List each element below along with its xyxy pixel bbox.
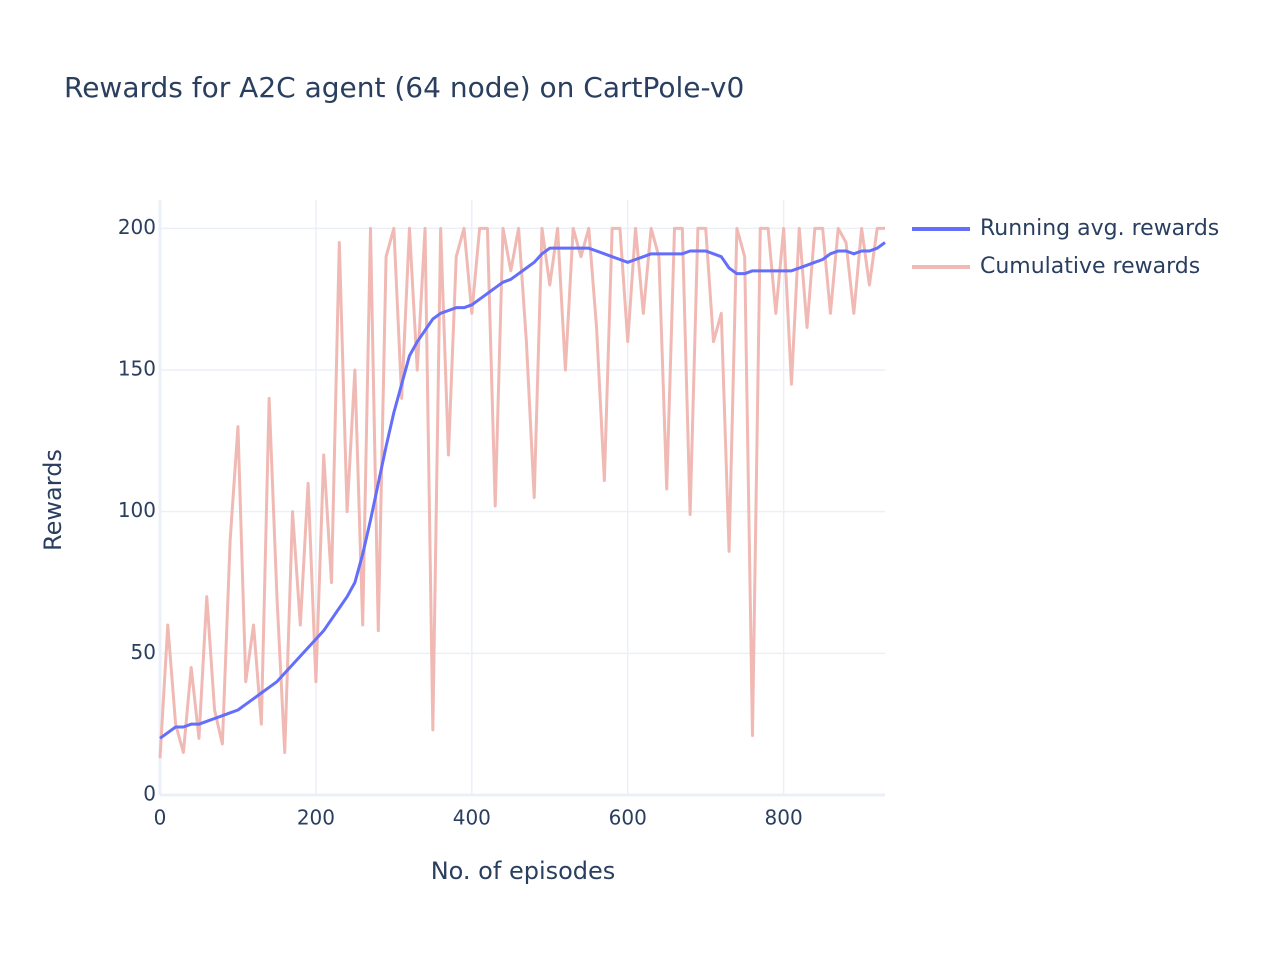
line-series <box>159 241 886 740</box>
x-tick-label: 600 <box>609 806 647 830</box>
line-series <box>158 226 885 759</box>
y-tick-label: 200 <box>118 215 156 239</box>
legend-label: Running avg. rewards <box>980 216 1219 241</box>
y-tick-label: 100 <box>118 498 156 522</box>
chart-title: Rewards for A2C agent (64 node) on CartP… <box>64 71 744 104</box>
x-tick-label: 200 <box>297 806 335 830</box>
y-axis-title: Rewards <box>39 449 67 551</box>
y-tick-label: 0 <box>143 782 156 806</box>
x-tick-label: 800 <box>765 806 803 830</box>
x-tick-label: 0 <box>154 806 167 830</box>
y-tick-label: 50 <box>131 640 156 664</box>
x-tick-label: 400 <box>453 806 491 830</box>
y-tick-label: 150 <box>118 357 156 381</box>
legend-label: Cumulative rewards <box>980 254 1200 279</box>
x-axis-title: No. of episodes <box>431 857 616 885</box>
